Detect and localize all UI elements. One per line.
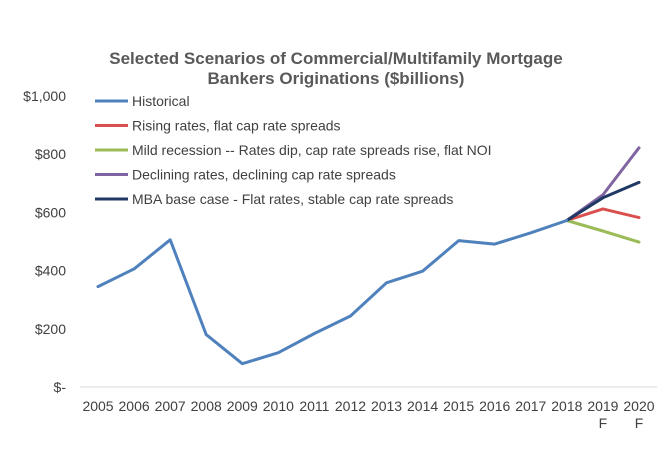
series-line-4 <box>565 180 641 222</box>
x-tick-label: 2015 <box>443 398 474 414</box>
chart-title-line-2: Bankers Originations ($billions) <box>208 69 465 88</box>
y-tick-label: $800 <box>35 146 66 162</box>
x-tick-sublabel: F <box>635 415 644 431</box>
legend-label: Mild recession -- Rates dip, cap rate sp… <box>132 142 491 158</box>
series-line-1 <box>565 207 641 222</box>
series-line-2 <box>565 219 641 244</box>
x-tick-label: 2012 <box>335 398 366 414</box>
x-tick-label: 2019 <box>587 398 618 414</box>
x-tick-label: 2018 <box>551 398 582 414</box>
legend-label: Historical <box>132 93 190 109</box>
y-tick-label: $1,000 <box>23 88 66 104</box>
x-tick-label: 2007 <box>155 398 186 414</box>
x-tick-label: 2011 <box>299 398 329 414</box>
legend-label: MBA base case - Flat rates, stable cap r… <box>132 191 453 207</box>
x-tick-label: 2016 <box>479 398 510 414</box>
chart-title-line-1: Selected Scenarios of Commercial/Multifa… <box>109 49 562 68</box>
x-tick-label: 2005 <box>82 398 113 414</box>
x-tick-label: 2017 <box>515 398 546 414</box>
legend-label: Declining rates, declining cap rate spre… <box>132 167 396 183</box>
x-tick-label: 2009 <box>227 398 258 414</box>
axes: $- $200 $400 $600 $800 $1,000 2005 2006 2007 2008… <box>23 88 657 431</box>
x-tick-label: 2020 <box>623 398 654 414</box>
series-lines <box>96 146 641 366</box>
x-tick-label: 2010 <box>263 398 294 414</box>
x-tick-sublabel: F <box>599 415 608 431</box>
x-tick-label: 2014 <box>407 398 438 414</box>
series-line-0 <box>96 219 569 366</box>
y-tick-label: $600 <box>35 204 66 220</box>
y-tick-label: $- <box>54 379 67 395</box>
x-tick-label: 2008 <box>191 398 222 414</box>
y-tick-label: $200 <box>35 321 66 337</box>
legend-label: Rising rates, flat cap rate spreads <box>132 118 341 134</box>
x-tick-label: 2013 <box>371 398 402 414</box>
y-tick-label: $400 <box>35 263 66 279</box>
x-tick-label: 2006 <box>119 398 150 414</box>
legend: Historical Rising rates, flat cap rate sp… <box>95 93 491 207</box>
